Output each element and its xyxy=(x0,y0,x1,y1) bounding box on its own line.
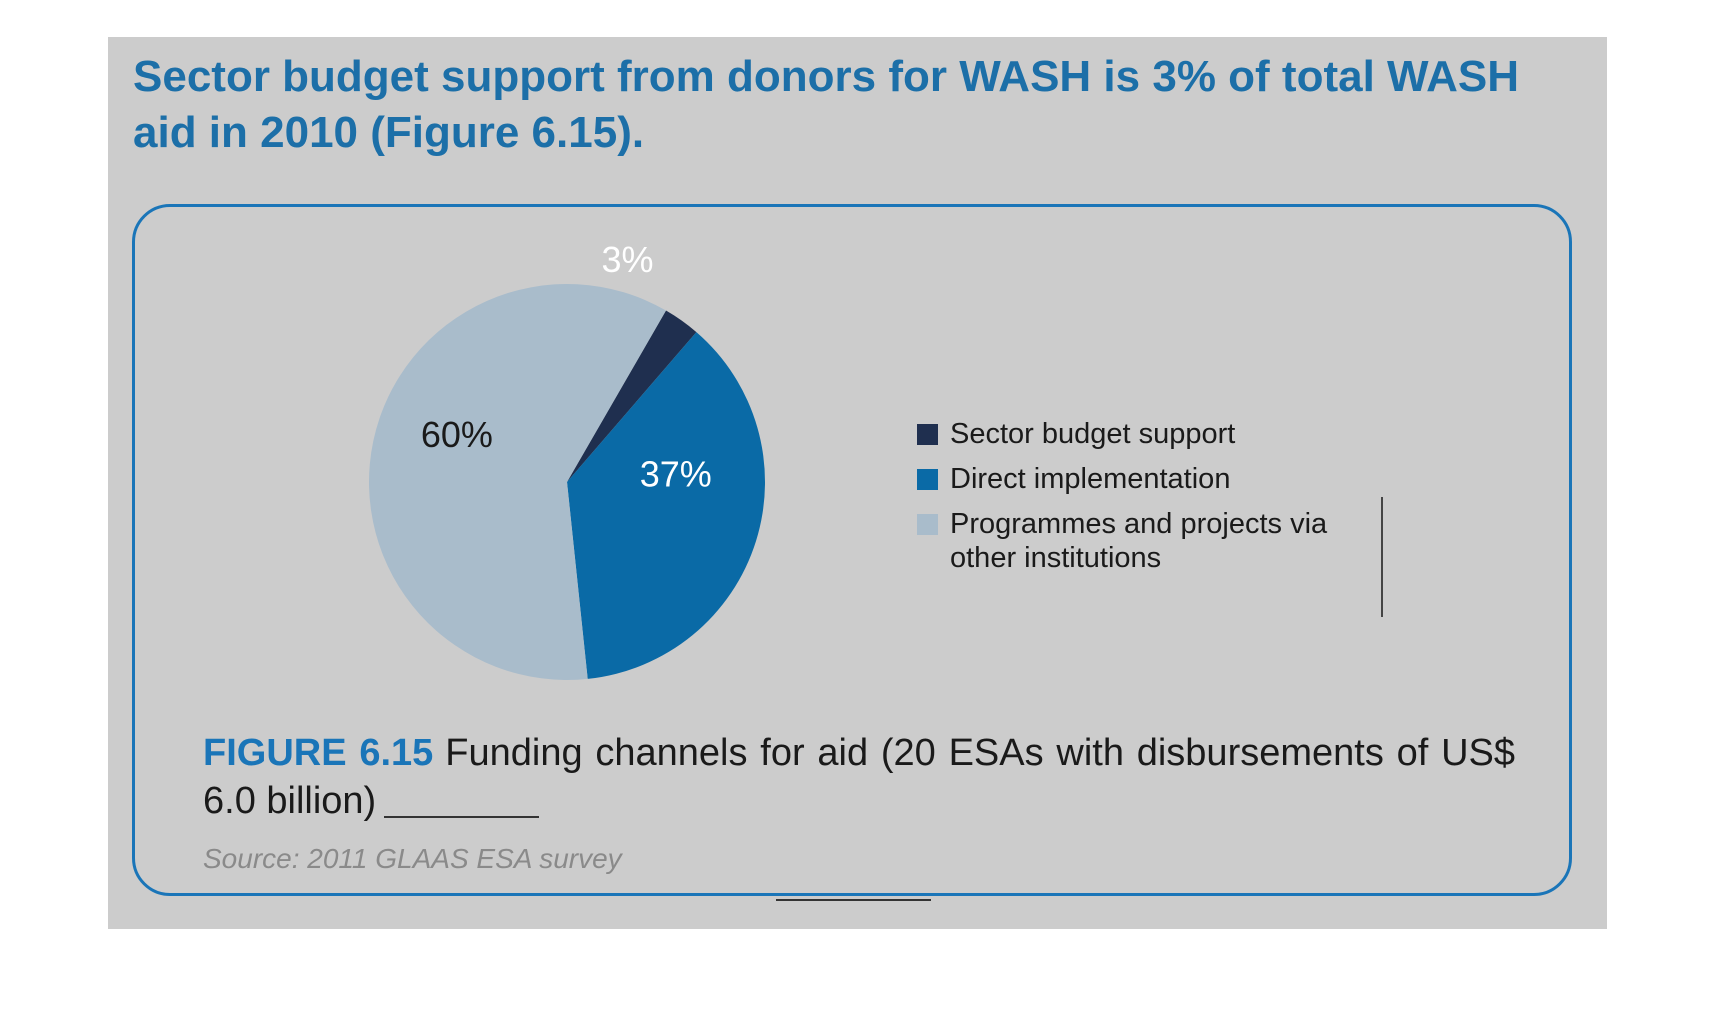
figure-box: 3% 37% 60% Sector budget support Direct im… xyxy=(132,204,1572,896)
legend-item-direct-implementation: Direct implementation xyxy=(917,462,1377,496)
pie-slice-sector-budget xyxy=(567,310,697,482)
figure-caption: FIGURE 6.15 Funding channels for aid (20 … xyxy=(203,729,1515,825)
legend-label-sector-budget: Sector budget support xyxy=(950,418,1236,450)
pie-label-direct-implementation: 37% xyxy=(640,454,712,495)
underline-rule-caption xyxy=(384,816,539,818)
figure-number: FIGURE 6.15 xyxy=(203,732,434,774)
legend-swatch-sector-budget xyxy=(917,424,938,445)
divider-line xyxy=(1381,497,1383,617)
figure-panel: Sector budget support from donors for WA… xyxy=(108,37,1607,929)
legend-swatch-direct-implementation xyxy=(917,469,938,490)
pie-chart: 3% 37% 60% xyxy=(369,239,765,680)
figure-source: Source: 2011 GLAAS ESA survey xyxy=(203,843,622,874)
legend: Sector budget support Direct implementat… xyxy=(917,417,1377,586)
headline: Sector budget support from donors for WA… xyxy=(133,52,1520,157)
legend-item-sector-budget: Sector budget support xyxy=(917,417,1377,451)
figure-caption-text: Funding channels for aid (20 ESAs with d… xyxy=(203,732,1515,822)
pie-label-programmes-and: 60% xyxy=(421,414,493,455)
legend-item-programmes: Programmes and projects via other instit… xyxy=(917,507,1377,575)
legend-swatch-programmes xyxy=(917,514,938,535)
pie-slice-programmes-and xyxy=(369,284,666,680)
legend-label-direct-implementation: Direct implementation xyxy=(950,463,1231,495)
legend-label-programmes: Programmes and projects via other instit… xyxy=(950,508,1328,574)
pie-slice-direct-implementation xyxy=(567,332,765,679)
pie-label-sector-budget: 3% xyxy=(601,239,653,280)
underline-rule-bottom xyxy=(776,899,931,901)
